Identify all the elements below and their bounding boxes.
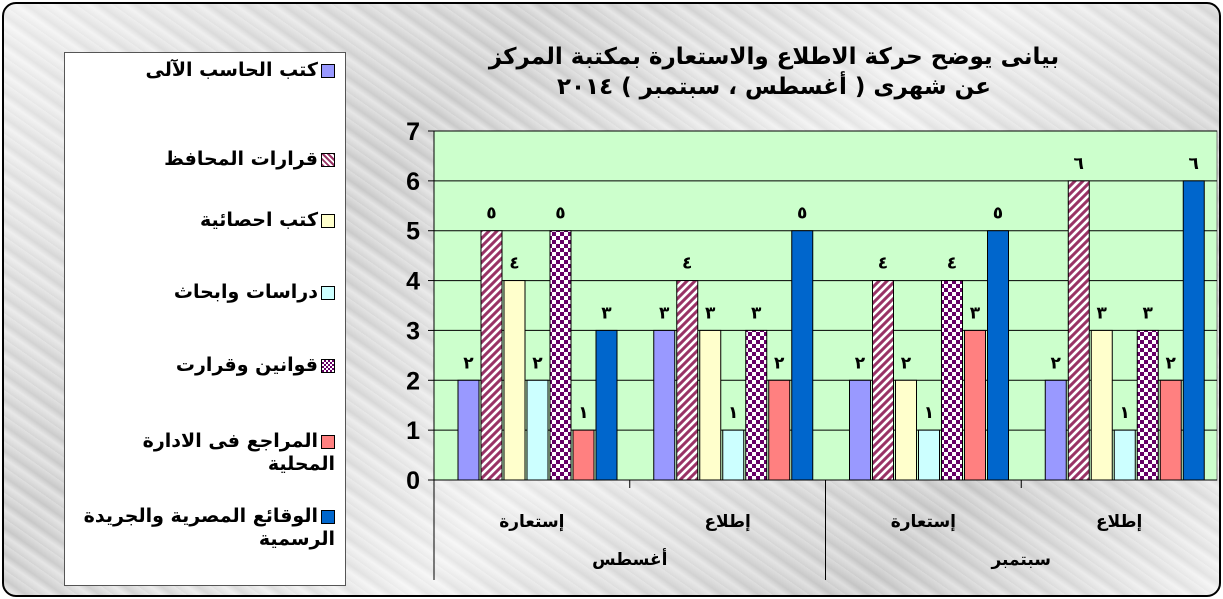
bar — [676, 280, 699, 481]
legend-item: قرارات المحافظ — [75, 148, 335, 171]
data-label: ٢ — [855, 353, 866, 373]
bar — [941, 280, 963, 481]
legend-label: دراسات وابحاث — [173, 281, 318, 303]
y-tick-label: 6 — [406, 168, 420, 196]
legend-swatch — [321, 152, 335, 167]
data-label: ٣ — [970, 303, 981, 323]
data-label: ٣ — [705, 303, 716, 323]
bar — [526, 379, 549, 481]
legend-label: المراجع فى الادارة المحلية — [142, 430, 335, 475]
bar — [1090, 329, 1113, 481]
x-group-label: أغسطس — [592, 548, 667, 570]
y-tick-label: 5 — [406, 218, 420, 246]
bar — [849, 379, 871, 481]
data-label: ٢ — [1051, 353, 1062, 373]
data-label: ٢ — [774, 353, 785, 373]
bar — [1159, 379, 1182, 481]
legend: كتب الحاسب الآلى قرارات المحافظ كتب احصا… — [64, 52, 346, 586]
bar — [1182, 180, 1205, 481]
bar — [1136, 329, 1159, 481]
data-label: ٤ — [878, 254, 888, 274]
legend-label: كتب احصائية — [199, 209, 318, 231]
bar — [768, 379, 791, 481]
legend-swatch — [321, 63, 335, 78]
legend-item: الوقائع المصرية والجريدة الرسمية — [75, 505, 335, 551]
legend-label: الوقائع المصرية والجريدة الرسمية — [83, 505, 335, 550]
data-label: ٤ — [509, 254, 519, 274]
legend-item: قوانين وقرارت — [75, 354, 335, 377]
legend-swatch — [321, 509, 335, 524]
bar — [791, 230, 814, 481]
bar — [745, 329, 768, 481]
data-label: ٦ — [1074, 154, 1084, 174]
chart-title-line: بيانى يوضح حركة الاطلاع والاستعارة بمكتب… — [488, 44, 1060, 70]
x-category-label: إطلاع — [704, 512, 750, 532]
bar — [918, 429, 940, 481]
data-label: ٤ — [947, 254, 957, 274]
bar — [653, 329, 676, 481]
bar — [549, 230, 572, 481]
legend-swatch — [321, 358, 335, 373]
y-tick-label: 7 — [406, 118, 420, 146]
data-label: ٣ — [1097, 303, 1108, 323]
data-label: ٤ — [682, 254, 692, 274]
bar — [699, 329, 722, 481]
legend-label: قرارات المحافظ — [164, 148, 318, 170]
bar — [722, 429, 745, 481]
data-label: ١ — [924, 403, 934, 423]
data-label: ٢ — [463, 353, 474, 373]
bar — [895, 379, 917, 481]
data-label: ١ — [728, 403, 738, 423]
y-tick-label: 3 — [406, 317, 420, 345]
legend-label: كتب الحاسب الآلى — [145, 59, 318, 81]
bar — [987, 230, 1009, 481]
x-category-label: إستعارة — [499, 512, 564, 532]
x-category-label: إستعارة — [891, 512, 956, 532]
legend-swatch — [321, 285, 335, 300]
bar — [1044, 379, 1067, 481]
bar — [1113, 429, 1136, 481]
data-label: ٥ — [797, 204, 807, 224]
y-tick-label: 1 — [406, 417, 420, 445]
data-label: ٢ — [901, 353, 912, 373]
data-label: ٣ — [751, 303, 762, 323]
bar — [595, 329, 618, 481]
data-label: ٥ — [555, 204, 565, 224]
chart-plot: 0 1 2 3 4 5 6 7 ٢ ٥ ٤ ٢ ٥ ١ ٣ إستعارة ٣ ٤ ٣ ١ ٣ ٢ ٥ إطلاع ٢ ٤ ٢ ١ ٤ ٣… — [406, 118, 1218, 580]
y-tick-label: 2 — [406, 367, 420, 395]
bar — [480, 230, 503, 481]
data-label: ٥ — [486, 204, 496, 224]
data-label: ٣ — [601, 303, 612, 323]
legend-item: كتب الحاسب الآلى — [75, 59, 335, 82]
data-label: ١ — [578, 403, 588, 423]
legend-swatch — [321, 213, 335, 228]
bar — [572, 429, 595, 481]
bar — [872, 280, 894, 481]
legend-item: دراسات وابحاث — [75, 281, 335, 304]
data-label: ١ — [1120, 403, 1130, 423]
data-label: ٣ — [659, 303, 670, 323]
data-label: ٢ — [1166, 353, 1177, 373]
data-label: ٥ — [993, 204, 1003, 224]
bar — [1067, 180, 1090, 481]
bar — [964, 329, 986, 481]
legend-label: قوانين وقرارت — [175, 354, 318, 376]
x-category-label: إطلاع — [1096, 512, 1142, 532]
chart-title: بيانى يوضح حركة الاطلاع والاستعارة بمكتب… — [434, 42, 1114, 102]
legend-swatch — [321, 434, 335, 449]
bar — [503, 280, 526, 481]
data-label: ٢ — [532, 353, 543, 373]
x-group-label: سبتمبر — [990, 550, 1051, 570]
y-tick-label: 0 — [406, 467, 420, 495]
legend-item: المراجع فى الادارة المحلية — [75, 430, 335, 476]
data-label: ٦ — [1189, 154, 1199, 174]
data-label: ٣ — [1143, 303, 1154, 323]
legend-item: كتب احصائية — [75, 209, 335, 232]
y-tick-label: 4 — [406, 268, 420, 296]
chart-title-line: عن شهرى ( أغسطس ، سبتمبر ) ٢٠١٤ — [557, 74, 991, 100]
bar — [457, 379, 480, 481]
